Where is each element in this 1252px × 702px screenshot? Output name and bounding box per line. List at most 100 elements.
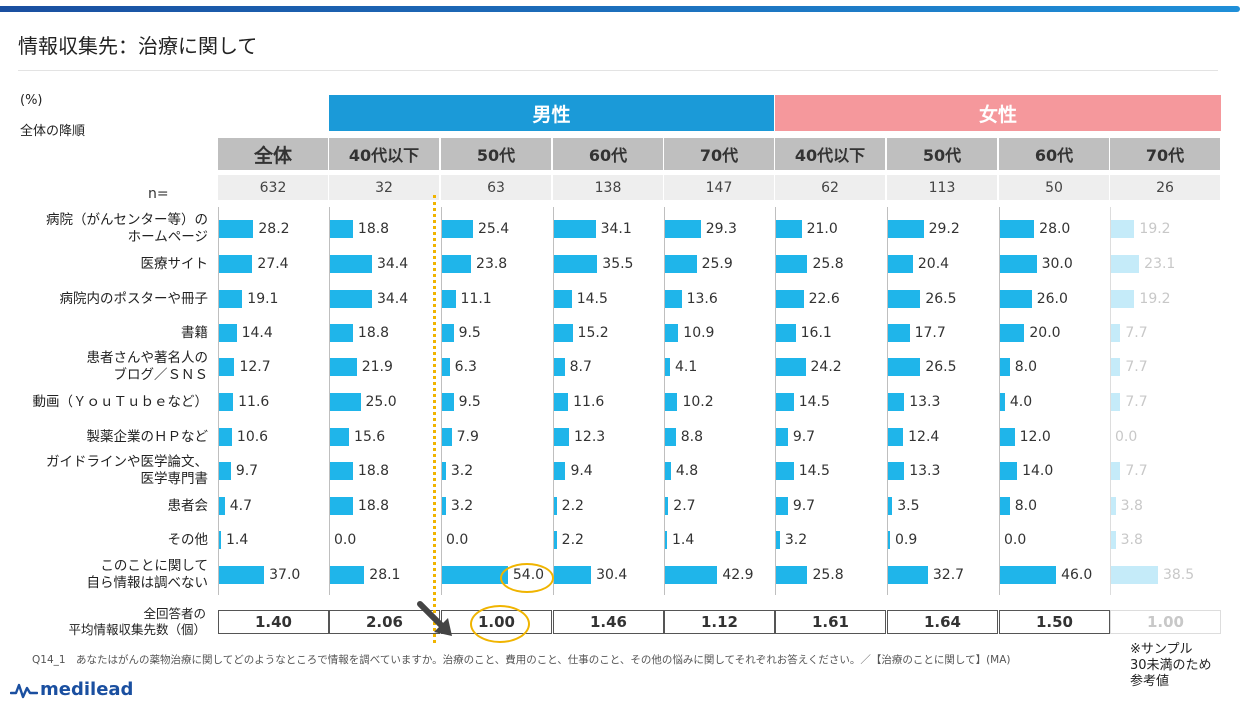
bar: [1111, 393, 1121, 411]
n-value-7: 50: [999, 175, 1109, 200]
n-value-2: 63: [441, 175, 551, 200]
data-label: 14.4: [241, 325, 273, 341]
avg-label-line-2: 平均情報収集先数（個）: [68, 622, 206, 637]
data-label: 25.0: [365, 394, 397, 410]
bar: [442, 220, 473, 238]
category-label-7: ガイドラインや医学論文、 医学専門書: [10, 454, 208, 488]
data-label: 3.2: [450, 498, 474, 514]
data-label: 25.8: [812, 567, 844, 583]
bar: [330, 324, 353, 342]
data-label: 12.7: [239, 359, 271, 375]
axis-line-0: [218, 207, 219, 595]
bar: [776, 220, 802, 238]
data-label: 18.8: [357, 221, 390, 237]
column-header-7: 60代: [999, 138, 1109, 170]
data-label: 1.4: [226, 532, 249, 548]
data-label: 0.0: [1115, 429, 1138, 445]
sample-note-line-2: 30未満のため: [1130, 658, 1212, 673]
bar: [888, 497, 893, 515]
data-label: 20.0: [1029, 325, 1061, 341]
bar: [665, 255, 697, 273]
pulse-logo-icon: [10, 683, 38, 698]
data-label: 19.2: [1139, 291, 1171, 307]
bar: [776, 566, 808, 584]
category-label-1: 医療サイト: [10, 256, 209, 273]
data-label: 4.0: [1009, 394, 1033, 410]
top-accent-bar: [0, 6, 1240, 12]
bar: [219, 290, 243, 308]
data-label: 0.0: [446, 532, 469, 548]
bar: [554, 428, 569, 446]
avg-value-7: 1.50: [999, 610, 1110, 634]
column-header-4: 70代: [664, 138, 774, 170]
data-label: 9.7: [792, 498, 816, 514]
bar: [776, 428, 788, 446]
data-label: 28.0: [1039, 221, 1071, 237]
arrow-icon: [417, 601, 452, 636]
data-label: 3.2: [784, 532, 808, 548]
data-label: 19.2: [1139, 221, 1171, 237]
bar: [1000, 255, 1037, 273]
data-label: 1.4: [672, 532, 695, 548]
sample-note-line-3: 参考値: [1130, 674, 1170, 689]
category-label-10: このことに関して 自ら情報は調べない: [10, 558, 209, 592]
data-label: 0.9: [895, 532, 918, 548]
data-label: 11.1: [460, 291, 492, 307]
data-label: 35.5: [602, 256, 634, 272]
axis-line-7: [999, 207, 1000, 595]
category-label-8: 患者会: [10, 497, 209, 515]
data-label: 24.2: [810, 359, 842, 375]
column-header-1: 40代以下: [329, 138, 439, 170]
data-label: 26.5: [925, 291, 957, 307]
data-label: 14.5: [576, 291, 608, 307]
category-label-line: その他: [167, 531, 209, 548]
data-label: 3.8: [1120, 498, 1143, 514]
data-label: 2.2: [561, 498, 584, 514]
bar: [442, 324, 454, 342]
data-label: 10.6: [236, 429, 269, 445]
highlight-circle-value: [500, 563, 554, 593]
column-header-5: 40代以下: [775, 138, 885, 170]
page-title: 情報収集先：治療に関して: [18, 34, 258, 58]
bar: [665, 566, 718, 584]
data-label: 20.4: [917, 256, 950, 272]
data-label: 8.7: [569, 359, 592, 375]
bar: [665, 393, 678, 411]
highlight-circle-avg: [470, 605, 530, 643]
avg-value-3: 1.46: [553, 610, 664, 634]
bar: [665, 324, 679, 342]
column-header-6: 50代: [887, 138, 997, 170]
bar: [888, 255, 913, 273]
bar: [1000, 566, 1057, 584]
n-value-0: 632: [218, 175, 328, 200]
data-label: 38.5: [1162, 567, 1195, 583]
axis-line-5: [775, 207, 776, 595]
bar: [219, 531, 221, 549]
column-header-0: 全体: [218, 138, 328, 170]
data-label: 9.4: [570, 463, 593, 479]
bar: [665, 497, 669, 515]
data-label: 18.8: [357, 325, 390, 341]
category-label-line: ブログ／ＳＮＳ: [113, 367, 209, 383]
bar: [1000, 324, 1025, 342]
bar: [776, 290, 804, 308]
bar: [330, 393, 361, 411]
bar: [776, 531, 780, 549]
highlight-dotted-line: [433, 195, 436, 643]
bar: [219, 428, 232, 446]
category-label-line: 患者会: [167, 497, 209, 514]
data-label: 27.4: [257, 256, 289, 272]
data-label: 34.4: [376, 256, 409, 272]
bar: [442, 290, 456, 308]
axis-line-4: [664, 207, 665, 595]
bar: [554, 220, 596, 238]
category-label-6: 製薬企業のＨＰなど: [10, 429, 209, 446]
bar: [219, 255, 253, 273]
bar: [554, 324, 573, 342]
bar: [1000, 428, 1015, 446]
avg-label-line-1: 全回答者の: [143, 606, 206, 621]
n-label: n=: [148, 186, 169, 202]
bar: [554, 462, 566, 480]
bar: [554, 358, 565, 376]
bar: [442, 358, 450, 376]
